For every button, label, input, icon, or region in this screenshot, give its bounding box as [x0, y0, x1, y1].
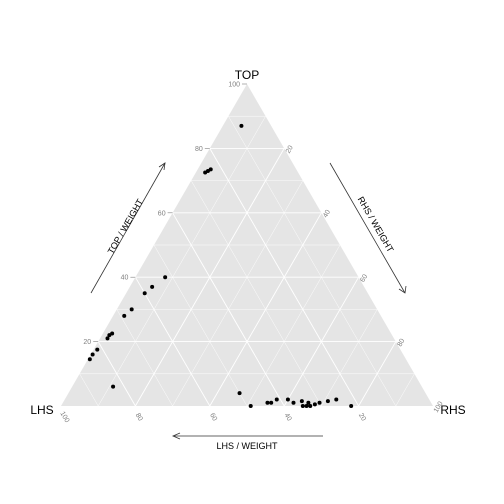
gridline: [395, 373, 415, 407]
tick-label-rhs: 80: [397, 338, 407, 348]
tick-label-rhs: 60: [359, 273, 369, 283]
vertex-label-rhs: RHS: [440, 403, 465, 417]
gridline: [116, 309, 173, 407]
data-point: [334, 397, 339, 402]
vertex-label-lhs: LHS: [30, 403, 53, 417]
gridline: [153, 244, 248, 407]
axis-arrow-top: [90, 162, 166, 294]
data-point: [304, 404, 309, 408]
gridline: [191, 180, 322, 407]
tick-label-lhs: 40: [283, 412, 293, 422]
data-point: [306, 400, 311, 405]
gridline: [79, 373, 99, 407]
gridlines: [79, 115, 415, 407]
data-point: [308, 404, 313, 408]
gridline: [358, 341, 397, 407]
tick-label-lhs: 80: [134, 412, 144, 422]
axis-arrow-lhs: [171, 432, 323, 440]
data-point: [129, 307, 134, 312]
tick-label-rhs: 20: [285, 144, 295, 154]
gridline: [97, 341, 136, 407]
data-point: [105, 336, 110, 341]
data-point: [111, 384, 116, 389]
data-point: [265, 400, 270, 405]
gridline: [283, 276, 359, 407]
tick-label-top: 80: [195, 146, 203, 153]
tick-label-rhs: 100: [433, 400, 445, 414]
tick-label-top: 20: [83, 339, 91, 346]
axis-title-rhs: RHS / WEIGHT: [356, 195, 396, 255]
tick-label-top: 40: [121, 275, 129, 282]
axis-title-top: TOP / WEIGHT: [106, 197, 146, 256]
data-point: [142, 291, 147, 296]
data-point: [122, 313, 127, 318]
data-point: [274, 397, 279, 402]
axis-arrow-rhs: [329, 162, 407, 294]
data-point: [150, 284, 155, 289]
data-point: [237, 391, 242, 396]
axis-ticks: 20 20 20 40 40 40 60 60 60 80 80 80 100 100 100: [58, 82, 444, 425]
data-point: [90, 352, 95, 357]
data-point: [291, 400, 296, 405]
tick-label-top: 100: [228, 82, 240, 89]
data-point: [299, 399, 304, 404]
data-point: [107, 333, 112, 338]
data-point: [248, 404, 253, 408]
gridline: [246, 244, 341, 407]
gridline: [228, 116, 396, 407]
tick-label-top: 60: [158, 210, 166, 217]
data-point: [317, 400, 322, 405]
data-point: [87, 357, 92, 362]
tick-label-lhs: 60: [208, 412, 218, 422]
data-point: [269, 400, 274, 405]
axis-title-lhs: LHS / WEIGHT: [216, 441, 278, 451]
gridline: [321, 309, 378, 407]
tick-label-lhs: 100: [58, 410, 70, 424]
data-point: [312, 402, 317, 407]
data-point: [285, 397, 290, 402]
data-point: [239, 123, 244, 128]
data-point: [203, 170, 208, 175]
data-point: [325, 399, 330, 404]
data-points: [87, 123, 354, 408]
data-point: [349, 404, 354, 408]
data-point: [95, 347, 100, 352]
data-point: [163, 275, 168, 280]
gridline: [98, 116, 266, 407]
vertex-label-top: TOP: [235, 68, 259, 82]
tick-label-lhs: 20: [357, 412, 367, 422]
data-point: [208, 167, 213, 172]
gridline: [172, 180, 303, 407]
data-point: [300, 404, 305, 408]
gridline: [135, 276, 211, 407]
tick-label-rhs: 40: [322, 209, 332, 219]
